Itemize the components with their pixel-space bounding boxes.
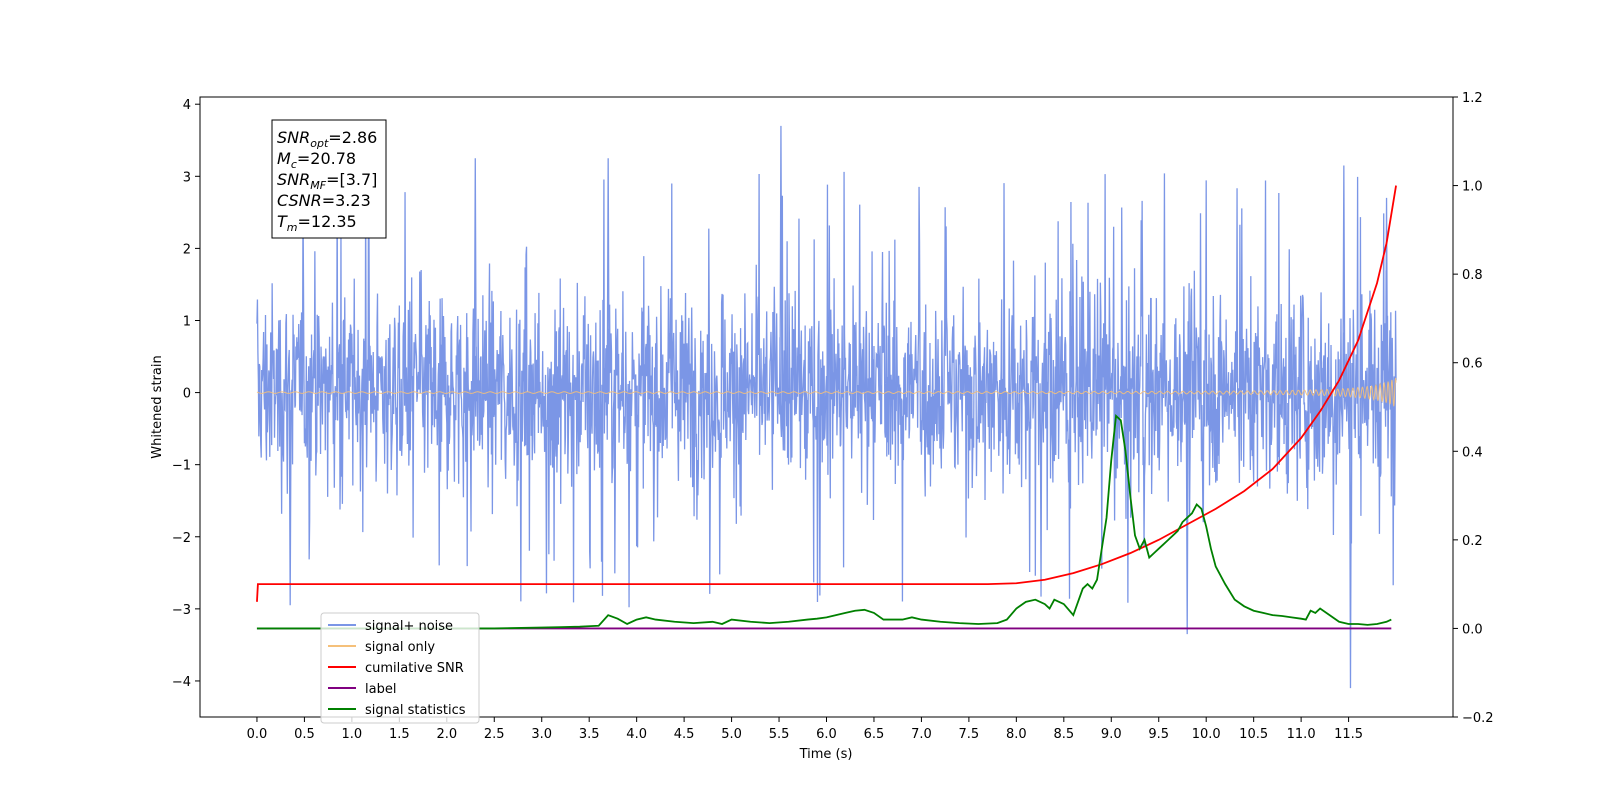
y2-tick-label: −0.2 [1462,711,1494,726]
x-tick-label: 5.5 [769,727,790,742]
annotation-line: SNRopt=2.86 [277,128,377,150]
y-tick-label: 0 [183,387,191,402]
x-tick-label: 1.0 [342,727,363,742]
legend-frame [320,612,480,724]
annotation-line: Mc=20.78 [277,149,356,171]
x-tick-label: 4.5 [674,727,695,742]
x-tick-label: 9.5 [1148,727,1169,742]
y2-tick-label: 1.0 [1462,180,1483,195]
legend: signal+ noise signal only cumilative SNR la… [320,612,480,724]
y2-tick-label: 0.8 [1462,268,1483,283]
y-axis-label: Whitened strain [150,355,165,458]
y2-tick-label: 0.6 [1462,357,1483,372]
x-tick-label: 0.5 [294,727,315,742]
x-axis: 0.0 0.5 1.0 1.5 2.0 2.5 3.0 3.5 4.0 4.5 5.0 5.5 6.0 6… [247,717,1363,742]
x-tick-label: 7.5 [959,727,980,742]
x-tick-label: 5.0 [721,727,742,742]
x-axis-label: Time (s) [799,747,853,762]
annotation-line: CSNR=3.23 [277,191,371,210]
x-tick-label: 1.5 [389,727,410,742]
series-line-signal-noise [256,125,1397,689]
y-tick-label: −2 [172,531,191,546]
y-tick-label: −1 [172,459,191,474]
x-tick-label: 11.0 [1287,727,1316,742]
series-line-signal-statistics [256,413,1392,630]
y2-tick-label: 0.2 [1462,534,1483,549]
y-tick-label: −3 [172,603,191,618]
x-tick-label: 9.0 [1101,727,1122,742]
x-tick-label: 8.0 [1006,727,1027,742]
y-tick-label: 2 [183,242,191,257]
x-tick-label: 4.0 [626,727,647,742]
x-tick-label: 3.5 [579,727,600,742]
legend-label: signal only [365,640,435,655]
y-axis-right: −0.2 0.0 0.2 0.4 0.6 0.8 1.0 1.2 [1453,91,1494,726]
x-tick-label: 0.0 [247,727,268,742]
x-tick-label: 11.5 [1334,727,1363,742]
annotation-line: SNRMF=[3.7] [277,170,377,192]
x-tick-label: 2.0 [436,727,457,742]
legend-label: cumilative SNR [365,661,464,676]
x-tick-label: 10.5 [1239,727,1268,742]
y-axis-left: −4 −3 −2 −1 0 1 2 3 4 [172,98,200,690]
y2-tick-label: 0.0 [1462,622,1483,637]
y-tick-label: −4 [172,675,191,690]
x-tick-label: 6.5 [864,727,885,742]
series-line-signal-only [256,377,1397,407]
x-tick-label: 2.5 [484,727,505,742]
x-tick-label: 7.0 [911,727,932,742]
annotation-line: Tm=12.35 [277,212,357,234]
plot-area [256,125,1397,689]
legend-label: label [365,682,396,697]
x-tick-label: 3.0 [531,727,552,742]
series-line-cumilative-snr [256,185,1397,602]
legend-label: signal+ noise [365,619,453,634]
annotation-frame [271,119,387,239]
y2-tick-label: 1.2 [1462,91,1483,106]
y-tick-label: 3 [183,170,191,185]
x-tick-label: 10.0 [1192,727,1221,742]
y-tick-label: 1 [183,314,191,329]
y2-tick-label: 0.4 [1462,445,1483,460]
x-tick-label: 8.5 [1053,727,1074,742]
x-tick-label: 6.0 [816,727,837,742]
y-tick-label: 4 [183,98,191,113]
legend-label: signal statistics [365,703,466,718]
